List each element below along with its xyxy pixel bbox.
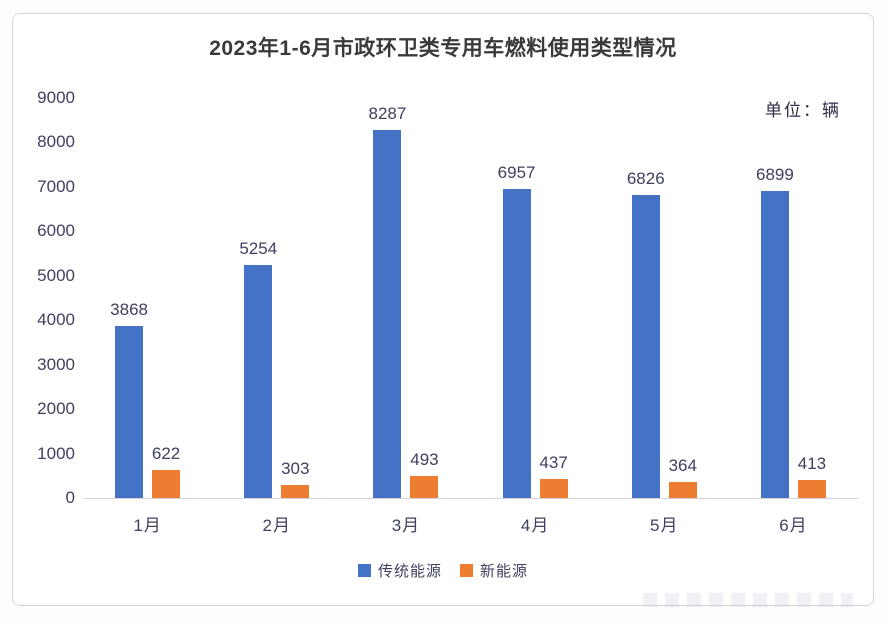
y-tick-4000: 4000	[37, 310, 75, 330]
x-label-2月: 2月	[262, 516, 291, 535]
x-label-6月: 6月	[779, 516, 808, 535]
y-tick-2000: 2000	[37, 399, 75, 419]
x-label-3月: 3月	[391, 516, 421, 535]
bar-group-6月: 6899 413	[729, 98, 858, 498]
bar-传统能源-5月: 6826	[627, 169, 665, 498]
bar-value-label-传统能源-5月: 6826	[626, 168, 665, 188]
y-tick-8000: 8000	[37, 132, 75, 152]
bar-value-label-传统能源-4月: 6957	[497, 162, 536, 182]
bar-value-label-传统能源-1月: 3868	[110, 300, 148, 320]
legend-item-传统能源: 传统能源	[357, 560, 442, 581]
x-label-5月: 5月	[650, 516, 679, 535]
x-label-4月: 4月	[520, 516, 550, 535]
bar-value-label-新能源-1月: 622	[151, 444, 181, 464]
bar-value-label-新能源-2月: 303	[281, 458, 310, 478]
bar-value-label-传统能源-2月: 5254	[239, 238, 278, 258]
bar-传统能源-2月: 5254	[239, 239, 277, 498]
bar-value-label-新能源-4月: 437	[539, 452, 568, 472]
bar-group-2月: 5254 303	[212, 98, 341, 498]
bar-传统能源-1月: 3868	[110, 300, 148, 498]
y-tick-9000: 9000	[37, 88, 75, 107]
y-tick-5000: 5000	[37, 265, 75, 285]
unit-label: 单位：辆	[765, 101, 841, 120]
bar-传统能源-4月: 6957	[498, 163, 536, 498]
bar-value-label-传统能源-3月: 8287	[368, 103, 407, 123]
plot-area: 3868 622 5254 303 8287 493 6957 437 6826 364 6899 4…	[83, 98, 858, 499]
chart-card: 2023年1-6月市政环卫类专用车燃料使用类型情况 单位：辆 0 1000 2000…	[12, 13, 874, 607]
bar-group-3月: 8287 493	[341, 98, 470, 498]
legend-swatch-icon	[460, 564, 473, 577]
bar-value-label-新能源-6月: 413	[797, 453, 827, 473]
x-axis: 1月 2月 3月 4月 5月 6月	[83, 511, 858, 536]
bar-group-4月: 6957 437	[471, 98, 600, 498]
bar-group-5月: 6826 364	[600, 98, 729, 498]
y-tick-6000: 6000	[37, 221, 75, 241]
y-axis: 0 1000 2000 3000 4000 5000 6000 7000 8000 9000	[13, 14, 75, 605]
bar-group-1月: 3868 622	[83, 98, 212, 498]
bar-新能源-6月: 413	[798, 454, 826, 498]
bar-传统能源-3月: 8287	[369, 104, 406, 498]
bar-传统能源-6月: 6899	[756, 165, 794, 498]
x-label-1月: 1月	[133, 516, 162, 535]
bar-新能源-4月: 437	[539, 453, 568, 498]
bar-新能源-5月: 364	[669, 456, 697, 498]
y-tick-7000: 7000	[37, 176, 75, 196]
legend: 传统能源 新能源	[13, 560, 873, 581]
chart-title: 2023年1-6月市政环卫类专用车燃料使用类型情况	[209, 37, 677, 60]
bar-value-label-新能源-5月: 364	[668, 455, 697, 475]
legend-label: 传统能源	[377, 563, 442, 580]
y-tick-1000: 1000	[37, 443, 75, 463]
legend-item-新能源: 新能源	[460, 560, 528, 581]
legend-swatch-icon	[357, 564, 371, 577]
bar-value-label-传统能源-6月: 6899	[756, 165, 794, 185]
y-tick-0: 0	[65, 488, 75, 507]
bar-新能源-1月: 622	[152, 444, 180, 498]
bar-新能源-2月: 303	[281, 459, 309, 498]
watermark	[643, 593, 853, 607]
y-tick-3000: 3000	[37, 354, 75, 374]
bar-value-label-新能源-3月: 493	[410, 450, 439, 470]
legend-label: 新能源	[480, 563, 529, 580]
bar-新能源-3月: 493	[410, 450, 439, 498]
